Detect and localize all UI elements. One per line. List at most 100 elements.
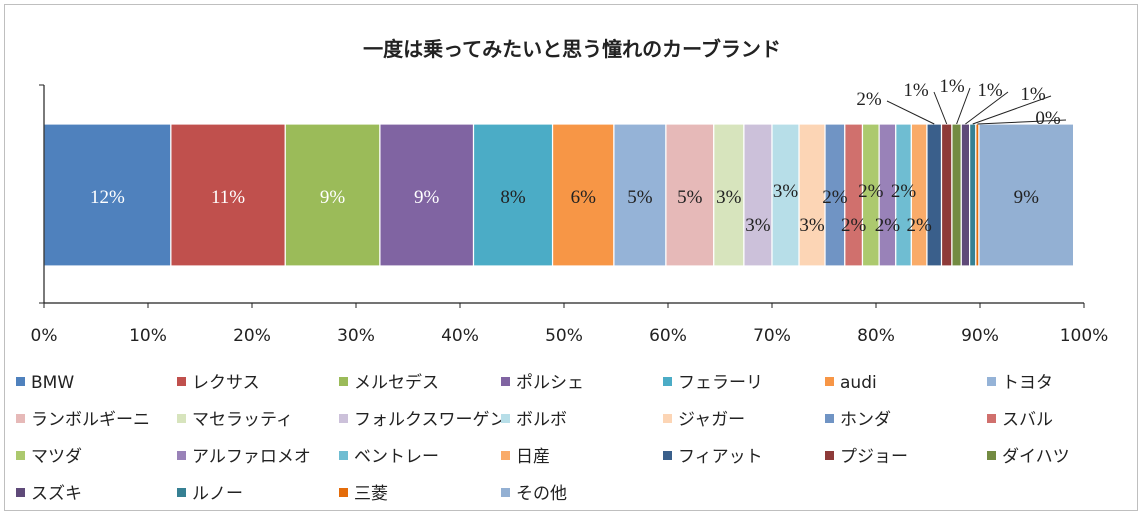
segment-9-bar	[713, 123, 745, 267]
segment-23-bar	[968, 123, 977, 267]
segment-9-value-label: 3%	[716, 187, 742, 208]
segment-19-bar	[926, 123, 943, 267]
segment-24-leader-line	[977, 119, 1067, 125]
legend-label: フィアット	[678, 447, 763, 467]
segment-23-value-label: 1%	[1020, 84, 1046, 105]
legend-label: 三菱	[354, 484, 388, 504]
legend-label: ポルシェ	[516, 373, 584, 393]
segment-25-bar	[978, 123, 1075, 267]
legend-item: メルセデス	[339, 372, 439, 393]
segment-11-bar	[771, 123, 800, 267]
x-tick-label: 80%	[857, 326, 895, 346]
legend-swatch	[825, 377, 834, 386]
legend-label: メルセデス	[354, 372, 439, 393]
legend-swatch	[16, 451, 25, 460]
x-tick-label: 90%	[961, 326, 999, 346]
x-tick-label: 30%	[337, 326, 375, 346]
segment-17-value-label: 2%	[891, 181, 917, 202]
x-tick-label: 100%	[1060, 326, 1109, 346]
legend-swatch	[825, 414, 834, 423]
segment-6-bar	[551, 123, 615, 267]
legend-swatch	[177, 414, 186, 423]
legend-label: フェラーリ	[678, 373, 763, 393]
legend-swatch	[16, 377, 25, 386]
plot-area	[43, 123, 1075, 267]
x-tick-label: 10%	[129, 326, 167, 346]
segment-1-value-label: 12%	[90, 187, 125, 208]
legend-item: その他	[501, 484, 567, 504]
legend-swatch	[501, 488, 510, 497]
legend-swatch	[339, 488, 348, 497]
segment-24-value-label: 0%	[1035, 108, 1061, 129]
x-tick-label: 20%	[233, 326, 271, 346]
legend-label: マツダ	[31, 447, 82, 467]
segment-12-bar	[798, 123, 826, 267]
segment-7-bar	[613, 123, 667, 267]
legend-swatch	[177, 377, 186, 386]
legend-swatch	[663, 414, 672, 423]
segment-2-bar	[170, 123, 286, 267]
legend-item: ポルシェ	[501, 373, 584, 393]
legend-item: マツダ	[16, 447, 82, 467]
segment-23-leader-line	[972, 95, 1052, 125]
legend-label: ボルボ	[516, 410, 567, 430]
legend-swatch	[16, 414, 25, 423]
legend-item: ベントレー	[339, 447, 439, 467]
segment-18-value-label: 2%	[906, 215, 932, 236]
segment-1-bar	[43, 123, 172, 267]
legend-swatch	[663, 377, 672, 386]
segment-4-value-label: 9%	[414, 187, 440, 208]
segment-19-leader-line	[886, 100, 935, 125]
legend-swatch	[339, 414, 348, 423]
legend-item: トヨタ	[987, 373, 1053, 393]
segment-25-value-label: 9%	[1014, 187, 1040, 208]
x-tick-label: 60%	[649, 326, 687, 346]
legend-label: トヨタ	[1002, 373, 1053, 393]
legend-label: 日産	[516, 447, 550, 467]
legend-item: マセラッティ	[177, 410, 293, 430]
legend-item: ホンダ	[825, 410, 891, 430]
legend-swatch	[987, 451, 996, 460]
segment-3-value-label: 9%	[320, 187, 346, 208]
legend-label: ベントレー	[354, 447, 439, 467]
legend-swatch	[663, 451, 672, 460]
legend-item: スズキ	[16, 484, 82, 504]
x-tick-label: 0%	[31, 326, 58, 346]
legend-label: audi	[840, 373, 877, 393]
legend-item: プジョー	[825, 447, 908, 467]
data-labels: 12% 11% 9% 9% 8% 6% 5% 5% 3%3%3%3%2%2%2%2%2%2%2%…	[90, 76, 1067, 236]
legend-item: フェラーリ	[663, 373, 763, 393]
legend-label: その他	[516, 484, 567, 504]
legend-label: ダイハツ	[1002, 447, 1070, 467]
segment-19-value-label: 2%	[856, 89, 882, 110]
segment-11-value-label: 3%	[773, 181, 799, 202]
legend-swatch	[339, 451, 348, 460]
segment-5-value-label: 8%	[500, 187, 526, 208]
legend-item: フォルクスワーゲン	[339, 410, 507, 430]
segment-20-value-label: 1%	[903, 80, 929, 101]
x-tick-label: 40%	[441, 326, 479, 346]
legend-item: ランボルギーニ	[16, 410, 150, 430]
legend-label: プジョー	[840, 447, 908, 467]
segment-10-bar	[743, 123, 773, 267]
legend-item: スバル	[987, 410, 1053, 430]
segment-22-bar	[960, 123, 971, 267]
legend-item: ダイハツ	[987, 447, 1070, 467]
legend-item: フィアット	[663, 447, 763, 467]
legend-label: ホンダ	[840, 410, 891, 430]
x-axis: 0% 10% 20% 30% 40% 50% 60% 70% 80% 90% 100%	[31, 84, 1109, 346]
legend-swatch	[339, 377, 348, 386]
legend-item: ルノー	[177, 484, 243, 504]
segment-12-value-label: 3%	[799, 215, 825, 236]
segment-22-value-label: 1%	[977, 80, 1003, 101]
x-tick-label: 70%	[753, 326, 791, 346]
segment-21-leader-line	[956, 87, 971, 125]
legend-item: アルファロメオ	[177, 447, 311, 467]
legend-label: BMW	[31, 373, 74, 393]
legend-swatch	[501, 451, 510, 460]
legend-label: ジャガー	[678, 410, 745, 430]
segment-5-bar	[472, 123, 554, 267]
legend-item: audi	[825, 373, 877, 393]
